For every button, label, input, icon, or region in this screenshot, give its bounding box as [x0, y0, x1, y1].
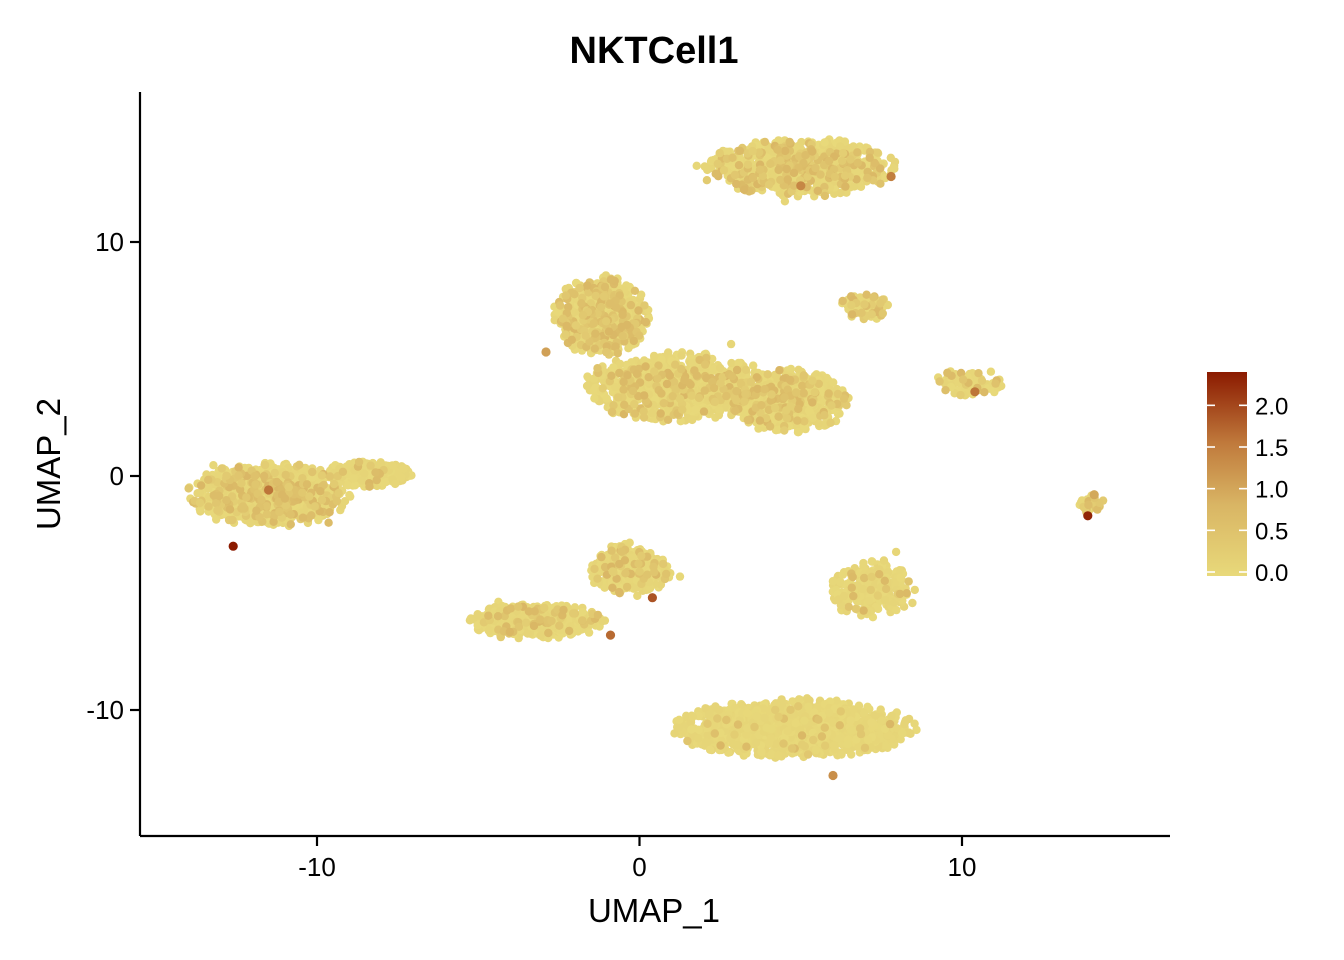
data-point — [780, 197, 790, 206]
points-layer — [184, 135, 1108, 781]
data-point — [602, 394, 611, 403]
data-point — [836, 142, 845, 151]
data-point — [357, 476, 367, 485]
data-point — [600, 583, 609, 592]
data-point — [794, 365, 803, 374]
data-point — [804, 406, 814, 415]
data-point — [204, 484, 213, 493]
data-point — [349, 474, 358, 483]
data-point — [399, 464, 408, 473]
data-point — [715, 363, 725, 373]
data-point — [688, 415, 697, 425]
data-point — [637, 290, 646, 299]
data-point — [688, 358, 697, 367]
data-point — [388, 461, 397, 470]
data-point — [726, 339, 736, 349]
data-point — [692, 161, 701, 170]
data-point — [727, 358, 736, 368]
data-point — [314, 515, 323, 525]
data-point — [373, 461, 382, 471]
data-point — [609, 363, 618, 372]
data-point — [590, 394, 599, 403]
data-point — [649, 351, 659, 361]
data-point — [820, 138, 829, 147]
data-point — [615, 359, 625, 369]
data-point — [343, 481, 353, 490]
data-point — [582, 381, 592, 391]
chart-title: NKTCell1 — [570, 30, 739, 72]
data-point — [856, 182, 866, 191]
data-point — [808, 413, 818, 423]
data-point — [523, 629, 532, 638]
data-point — [583, 372, 592, 381]
data-point — [709, 364, 718, 374]
data-point — [722, 147, 731, 156]
data-point — [345, 490, 354, 500]
data-point — [749, 361, 758, 370]
data-point — [391, 479, 400, 489]
data-point — [771, 183, 781, 192]
data-point — [340, 497, 350, 506]
data-point — [584, 628, 594, 637]
data-point — [209, 461, 218, 470]
data-point — [627, 553, 636, 562]
data-point — [195, 488, 204, 498]
data-point — [625, 538, 634, 547]
data-point — [589, 374, 599, 383]
data-point — [350, 481, 360, 490]
data-point — [734, 358, 743, 368]
data-point — [633, 591, 642, 600]
data-point — [715, 405, 724, 414]
data-point — [473, 611, 482, 620]
data-point — [691, 405, 700, 414]
data-point — [675, 572, 685, 581]
data-point — [598, 616, 607, 626]
data-point — [677, 351, 686, 360]
data-point — [836, 188, 845, 198]
data-point — [829, 378, 838, 387]
data-point — [703, 165, 712, 175]
data-point — [883, 300, 892, 310]
data-point — [397, 473, 406, 482]
data-point — [647, 409, 657, 418]
data-point — [830, 189, 839, 198]
data-point — [850, 182, 859, 191]
data-point — [986, 367, 996, 376]
data-point — [721, 403, 730, 412]
data-point — [484, 626, 493, 635]
data-point — [794, 427, 803, 437]
data-point — [889, 163, 898, 173]
data-point — [550, 316, 559, 325]
data-point — [536, 631, 545, 640]
